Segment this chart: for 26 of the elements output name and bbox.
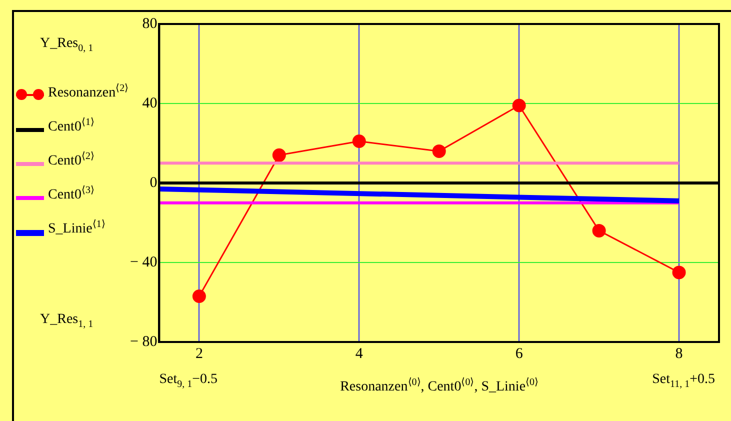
y-tick-label: 40 xyxy=(142,95,158,112)
x-axis-title: Resonanzen$^{⟨0⟩}$, Cent0$^{⟨0⟩}$, S_Linie$^{⟨0⟩}$ xyxy=(340,376,539,396)
point xyxy=(672,266,686,280)
y-tick-label: − 80 xyxy=(130,334,158,350)
text: Y_Res$_{0, 1}$ xyxy=(40,36,94,54)
point xyxy=(432,144,446,158)
legend-label: Resonanzen$^{⟨2⟩}$ xyxy=(48,82,129,102)
point xyxy=(592,224,606,238)
point xyxy=(272,148,286,162)
legend-label: Cent0$^{⟨3⟩}$ xyxy=(48,184,94,204)
text: Set$_{9, 1}$−0.5 xyxy=(159,372,218,390)
legend-label: Cent0$^{⟨2⟩}$ xyxy=(48,150,94,170)
x-tick-label: 4 xyxy=(355,346,364,362)
point xyxy=(192,290,206,304)
text: Set$_{11, 1}$+0.5 xyxy=(652,372,715,390)
x-tick-label: 8 xyxy=(675,346,683,362)
legend-label: Cent0$^{⟨1⟩}$ xyxy=(48,116,94,136)
y-tick-label: 80 xyxy=(142,16,158,32)
text: Y_Res$_{1, 1}$ xyxy=(40,312,94,330)
y-tick-label: 0 xyxy=(150,174,158,191)
point xyxy=(352,134,366,148)
legend-label: S_Linie$^{⟨1⟩}$ xyxy=(48,218,106,238)
x-tick-label: 2 xyxy=(195,346,203,362)
x-tick-label: 6 xyxy=(515,346,524,362)
point xyxy=(512,98,526,112)
y-tick-label: − 40 xyxy=(130,254,158,270)
